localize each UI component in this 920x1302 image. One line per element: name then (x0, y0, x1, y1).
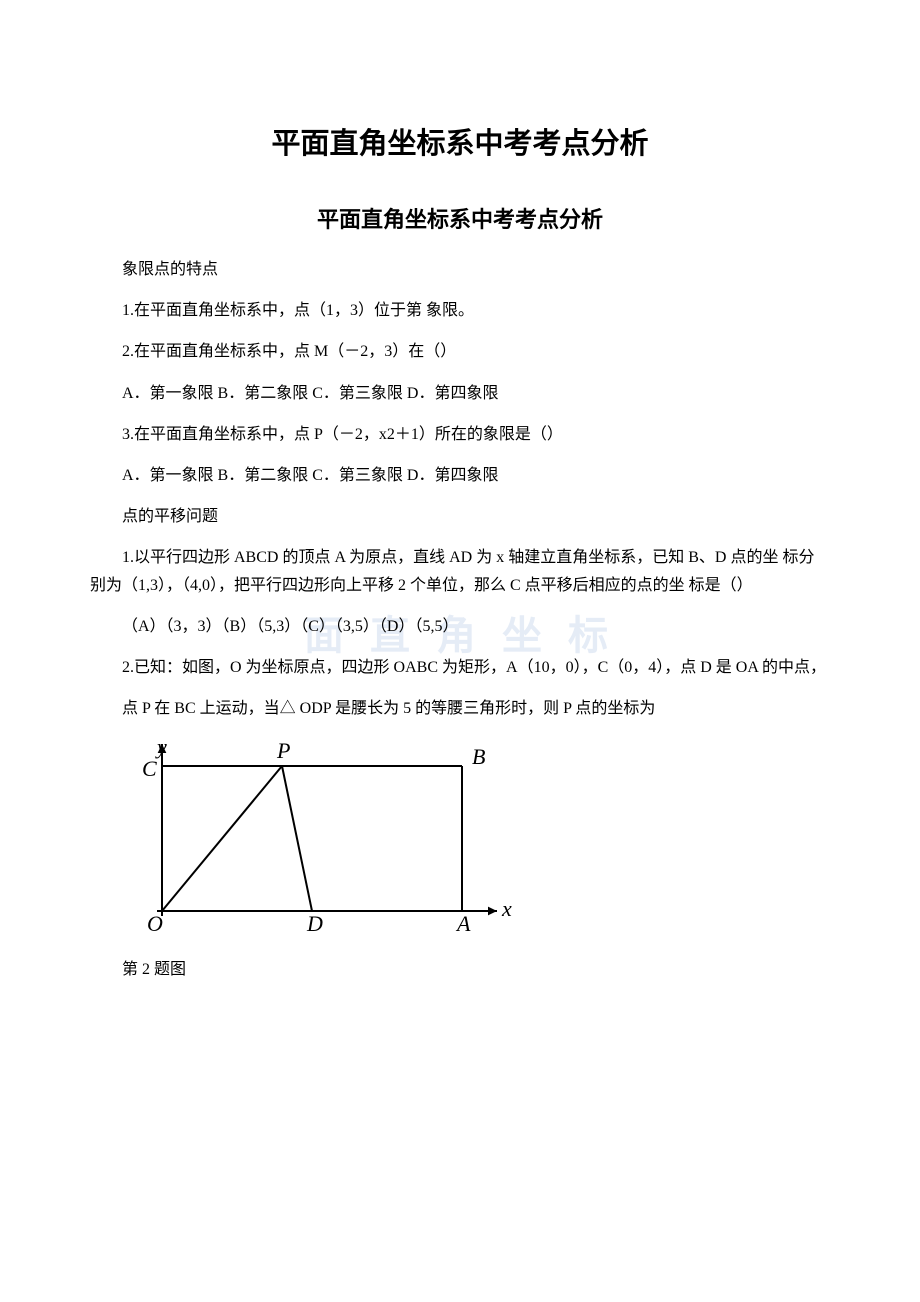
svg-text:y: y (155, 736, 167, 759)
sub-title: 平面直角坐标系中考考点分析 (90, 202, 830, 234)
question-1-2: 2.在平面直角坐标系中，点 M（－2，3）在（） (90, 338, 830, 365)
question-2-1-options: （A）（3，3）（B）（5,3）（C）（3,5）（D）（5,5） (90, 613, 830, 640)
question-2-2b: 点 P 在 BC 上运动，当△ ODP 是腰长为 5 的等腰三角形时，则 P 点… (90, 695, 830, 722)
svg-text:x: x (501, 896, 512, 921)
question-1-3: 3.在平面直角坐标系中，点 P（－2，x2＋1）所在的象限是（） (90, 421, 830, 448)
svg-text:P: P (276, 738, 290, 763)
main-title: 平面直角坐标系中考考点分析 (90, 120, 830, 162)
svg-text:C: C (142, 756, 157, 781)
question-1-3-options: A．第一象限 B．第二象限 C．第三象限 D．第四象限 (90, 462, 830, 489)
svg-text:B: B (472, 744, 485, 769)
svg-text:A: A (455, 911, 471, 936)
svg-text:D: D (306, 911, 323, 936)
section1-heading: 象限点的特点 (90, 256, 830, 283)
question-1-1: 1.在平面直角坐标系中，点（1，3）位于第 象限。 (90, 297, 830, 324)
question-2-1: 1.以平行四边形 ABCD 的顶点 A 为原点，直线 AD 为 x 轴建立直角坐… (90, 544, 830, 598)
section2-heading: 点的平移问题 (90, 503, 830, 530)
question-1-2-options: A．第一象限 B．第二象限 C．第三象限 D．第四象限 (90, 380, 830, 407)
svg-text:O: O (147, 911, 163, 936)
figure-container: O A B C D Px y (122, 736, 830, 941)
coordinate-diagram: O A B C D Px y (122, 736, 522, 936)
figure-caption: 第 2 题图 (90, 955, 830, 979)
question-2-2a: 2.已知：如图，O 为坐标原点，四边形 OABC 为矩形，A（10，0），C（0… (90, 654, 830, 681)
